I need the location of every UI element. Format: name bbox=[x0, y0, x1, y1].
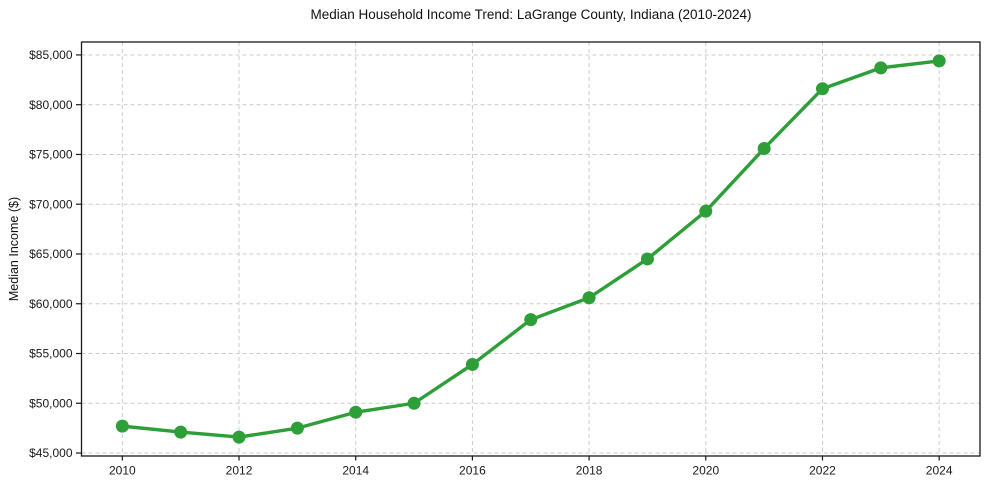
data-point-2020 bbox=[699, 204, 713, 218]
data-point-2019 bbox=[640, 252, 654, 266]
x-tick-label: 2016 bbox=[459, 464, 486, 478]
y-tick-label: $65,000 bbox=[29, 247, 73, 261]
data-point-2012 bbox=[232, 430, 246, 444]
y-tick-label: $50,000 bbox=[29, 396, 73, 410]
data-point-2010 bbox=[115, 419, 129, 433]
x-tick-label: 2020 bbox=[692, 464, 719, 478]
x-tick-label: 2022 bbox=[809, 464, 836, 478]
plot-background bbox=[81, 42, 980, 456]
x-tick-label: 2018 bbox=[576, 464, 603, 478]
x-tick-label: 2012 bbox=[226, 464, 253, 478]
data-point-2022 bbox=[815, 82, 829, 96]
y-tick-label: $60,000 bbox=[29, 297, 73, 311]
data-point-2017 bbox=[524, 313, 538, 327]
x-tick-label: 2010 bbox=[109, 464, 136, 478]
y-tick-label: $70,000 bbox=[29, 197, 73, 211]
y-tick-label: $45,000 bbox=[29, 446, 73, 460]
x-tick-label: 2024 bbox=[926, 464, 953, 478]
data-point-2013 bbox=[290, 421, 304, 435]
y-tick-label: $75,000 bbox=[29, 148, 73, 162]
chart-title: Median Household Income Trend: LaGrange … bbox=[310, 7, 752, 22]
data-point-2014 bbox=[349, 405, 363, 419]
x-tick-label: 2014 bbox=[342, 464, 369, 478]
data-point-2023 bbox=[874, 61, 888, 75]
y-tick-label: $55,000 bbox=[29, 347, 73, 361]
data-point-2016 bbox=[465, 357, 479, 371]
data-point-2024 bbox=[932, 54, 946, 68]
data-point-2021 bbox=[757, 141, 771, 155]
y-tick-label: $80,000 bbox=[29, 98, 73, 112]
y-tick-label: $85,000 bbox=[29, 48, 73, 62]
data-point-2011 bbox=[174, 425, 188, 439]
data-point-2018 bbox=[582, 291, 596, 305]
data-point-2015 bbox=[407, 396, 421, 410]
axes-border bbox=[80, 41, 981, 457]
